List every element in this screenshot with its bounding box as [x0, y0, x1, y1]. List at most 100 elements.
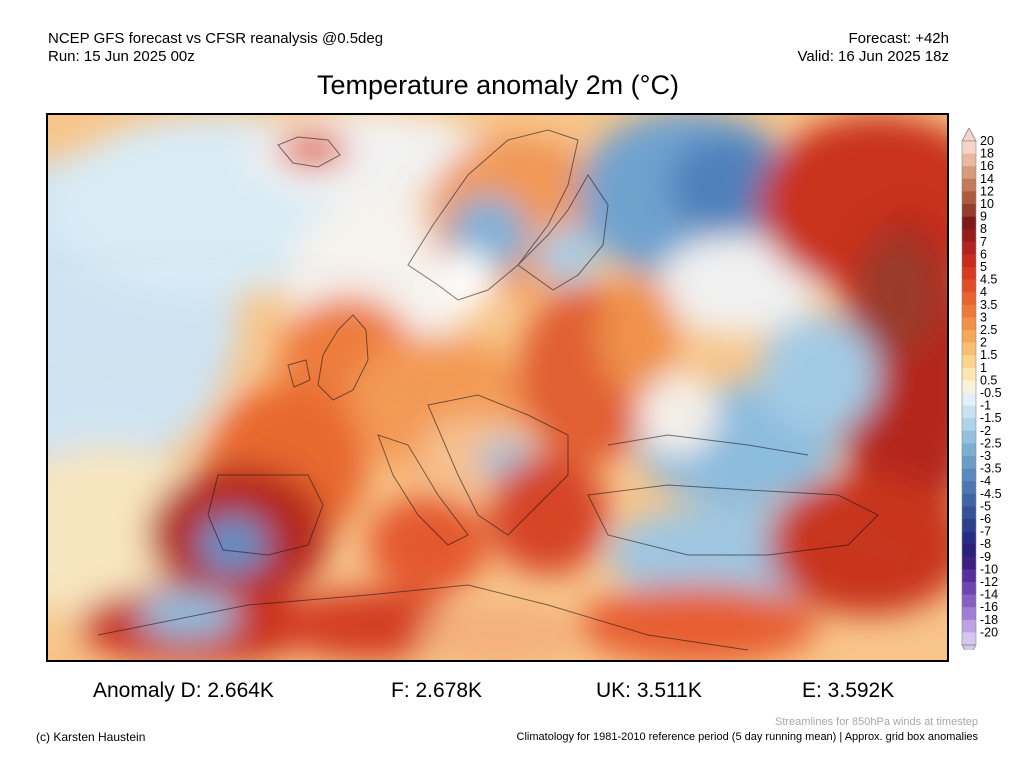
colorbar-swatch: [962, 317, 976, 331]
colorbar-bottom-arrow: [961, 644, 977, 650]
streamline-note: Streamlines for 850hPa winds at timestep: [775, 716, 978, 728]
colorbar-tick-label: 16: [980, 159, 994, 173]
colorbar-swatch: [962, 493, 976, 507]
colorbar-swatch: [962, 594, 976, 608]
colorbar-tick-label: 14: [980, 172, 994, 186]
colorbar-tick-label: 1: [980, 361, 987, 375]
coastlines: [97, 129, 879, 651]
colorbar-swatch: [962, 405, 976, 419]
colorbar-swatch: [962, 418, 976, 432]
colorbar-swatch: [962, 481, 976, 495]
colorbar-swatch: [962, 619, 976, 633]
colorbar-swatch: [962, 178, 976, 192]
colorbar-tick-label: 8: [980, 222, 987, 236]
colorbar-tick-label: 2: [980, 336, 987, 350]
colorbar-swatch: [962, 607, 976, 621]
colorbar-tick-label: -1: [980, 399, 991, 413]
colorbar-tick-label: -10: [980, 562, 998, 576]
colorbar-tick-label: 3: [980, 310, 987, 324]
colorbar-tick-label: -12: [980, 575, 998, 589]
colorbar-swatch: [962, 267, 976, 280]
run-time: Run: 15 Jun 2025 00z: [48, 48, 195, 65]
colorbar-tick-label: 5: [980, 260, 987, 274]
regional-anomalies: Anomaly D: 2.664K F: 2.678K UK: 3.511K E…: [0, 679, 1024, 707]
colorbar-swatch: [962, 544, 976, 558]
forecast-info: Forecast: +42h Valid: 16 Jun 2025 18z: [797, 30, 949, 66]
colorbar-swatch: [962, 443, 976, 457]
colorbar-swatch: [962, 279, 976, 293]
colorbar-swatch: [962, 254, 976, 268]
colorbar-tick-label: -3.5: [980, 462, 1002, 476]
colorbar-swatch: [962, 342, 976, 356]
anomaly-germany: Anomaly D: 2.664K: [93, 679, 274, 702]
colorbar-tick-label: -0.5: [980, 386, 1002, 400]
colorbar-tick-label: -20: [980, 625, 998, 639]
colorbar-swatch: [962, 393, 976, 406]
model-description: NCEP GFS forecast vs CFSR reanalysis @0.…: [48, 30, 384, 47]
anomaly-spain: E: 3.592K: [802, 679, 895, 702]
colorbar-tick-label: -6: [980, 512, 991, 526]
colorbar-tick-label: 4.5: [980, 273, 997, 287]
colorbar-swatch: [962, 191, 976, 205]
colorbar-swatch: [962, 153, 976, 167]
colorbar-swatches: [961, 128, 977, 650]
colorbar-swatch: [962, 141, 976, 154]
colorbar-swatch: [962, 355, 976, 369]
anomaly-map-canvas: [48, 115, 947, 660]
colorbar-tick-label: -5: [980, 499, 991, 513]
colorbar-tick-label: -3: [980, 449, 991, 463]
colorbar-swatch: [962, 367, 976, 381]
colorbar-swatch: [962, 569, 976, 583]
colorbar-tick-label: 1.5: [980, 348, 997, 362]
colorbar-swatch: [962, 556, 976, 570]
colorbar-labels: 201816141210987654.543.532.521.510.5-0.5…: [980, 134, 1002, 639]
valid-time: Valid: 16 Jun 2025 18z: [797, 48, 949, 65]
colorbar-legend: 201816141210987654.543.532.521.510.5-0.5…: [961, 128, 1002, 650]
streamline-overlay: [48, 134, 909, 556]
colorbar-swatch: [962, 330, 976, 343]
climatology-note: Climatology for 1981-2010 reference peri…: [516, 731, 978, 743]
colorbar-tick-label: 6: [980, 247, 987, 261]
anomaly-uk: UK: 3.511K: [596, 679, 702, 702]
colorbar-tick-label: 20: [980, 134, 994, 148]
colorbar-swatch: [962, 456, 976, 469]
colorbar-swatch: [962, 519, 976, 532]
colorbar-swatch: [962, 216, 976, 230]
colorbar-tick-label: -7: [980, 525, 991, 539]
colorbar-tick-label: -9: [980, 550, 991, 564]
colorbar-tick-label: 0.5: [980, 373, 997, 387]
colorbar-tick-label: 10: [980, 197, 994, 211]
colorbar-swatch: [962, 430, 976, 444]
colorbar-tick-label: -8: [980, 537, 991, 551]
colorbar-frame: [961, 140, 977, 646]
colorbar-tick-label: -2: [980, 424, 991, 438]
colorbar-swatch: [962, 468, 976, 482]
colorbar-tick-label: 9: [980, 210, 987, 224]
colorbar-tick-label: 2.5: [980, 323, 997, 337]
colorbar-swatch: [962, 582, 976, 595]
colorbar-tick-label: 7: [980, 235, 987, 249]
colorbar-swatch: [962, 632, 976, 646]
colorbar-tick-label: -4: [980, 474, 991, 488]
colorbar-swatch: [962, 166, 976, 180]
colorbar-tick-label: -16: [980, 600, 998, 614]
colorbar-tick-label: 12: [980, 184, 994, 198]
colorbar-tick-label: 18: [980, 147, 994, 161]
colorbar-tick-label: -2.5: [980, 436, 1002, 450]
colorbar-swatch: [962, 380, 976, 394]
colorbar-swatch: [962, 241, 976, 255]
anomaly-france: F: 2.678K: [391, 679, 483, 702]
colorbar-swatch: [962, 229, 976, 243]
anomaly-map: [46, 113, 949, 662]
colorbar-tick-label: -18: [980, 613, 998, 627]
colorbar-tick-label: 3.5: [980, 298, 997, 312]
colorbar-swatch: [962, 304, 976, 318]
run-info: NCEP GFS forecast vs CFSR reanalysis @0.…: [48, 30, 383, 66]
colorbar-top-arrow: [961, 128, 977, 142]
colorbar-tick-label: -14: [980, 588, 998, 602]
colorbar-tick-label: -1.5: [980, 411, 1002, 425]
colorbar-swatch: [962, 292, 976, 306]
colorbar-tick-label: -4.5: [980, 487, 1002, 501]
copyright: (c) Karsten Haustein: [36, 730, 146, 744]
colorbar-swatch: [962, 531, 976, 545]
